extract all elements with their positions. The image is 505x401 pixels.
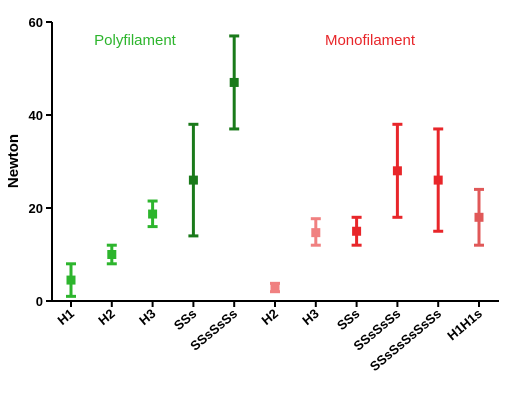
data-point [106, 243, 117, 266]
data-point [66, 262, 76, 298]
x-tick-label: H2 [259, 306, 281, 328]
data-point [188, 122, 199, 238]
x-tick-label: H1H1s [444, 306, 485, 344]
x-tick-label: H3 [136, 306, 158, 328]
x-tick-label: H3 [299, 306, 321, 328]
mean-marker [433, 175, 443, 185]
mean-marker [392, 166, 402, 176]
mean-marker [148, 209, 158, 219]
x-tick-label: H1 [55, 306, 77, 328]
y-axis-title: Newton [5, 134, 22, 188]
polyfilament-label: Polyfilament [94, 32, 177, 49]
data-point [270, 281, 280, 294]
y-tick-label: 0 [36, 294, 43, 309]
mean-marker [270, 283, 280, 293]
x-tick-label: SSs [334, 306, 362, 333]
data-point [392, 122, 403, 219]
mean-marker [229, 77, 239, 87]
y-tick-label: 40 [29, 108, 43, 123]
data-point [147, 199, 158, 229]
mean-marker [311, 228, 321, 238]
data-point [310, 217, 321, 247]
y-tick-label: 60 [29, 15, 43, 30]
y-tick-label: 20 [29, 201, 43, 216]
data-point [229, 34, 240, 131]
mean-marker [107, 250, 117, 259]
x-tick-label: SSsSsSsSsSs [367, 306, 444, 374]
x-tick-label: SSs [171, 306, 199, 333]
mean-marker [352, 226, 362, 236]
data-point [433, 127, 444, 233]
data-point [474, 187, 484, 247]
mean-marker [474, 212, 484, 222]
monofilament-label: Monofilament [325, 32, 416, 49]
marks [66, 34, 484, 298]
x-tick-label: H2 [95, 306, 117, 328]
mean-marker [188, 175, 198, 185]
mean-marker [66, 275, 76, 285]
data-point [351, 215, 362, 247]
